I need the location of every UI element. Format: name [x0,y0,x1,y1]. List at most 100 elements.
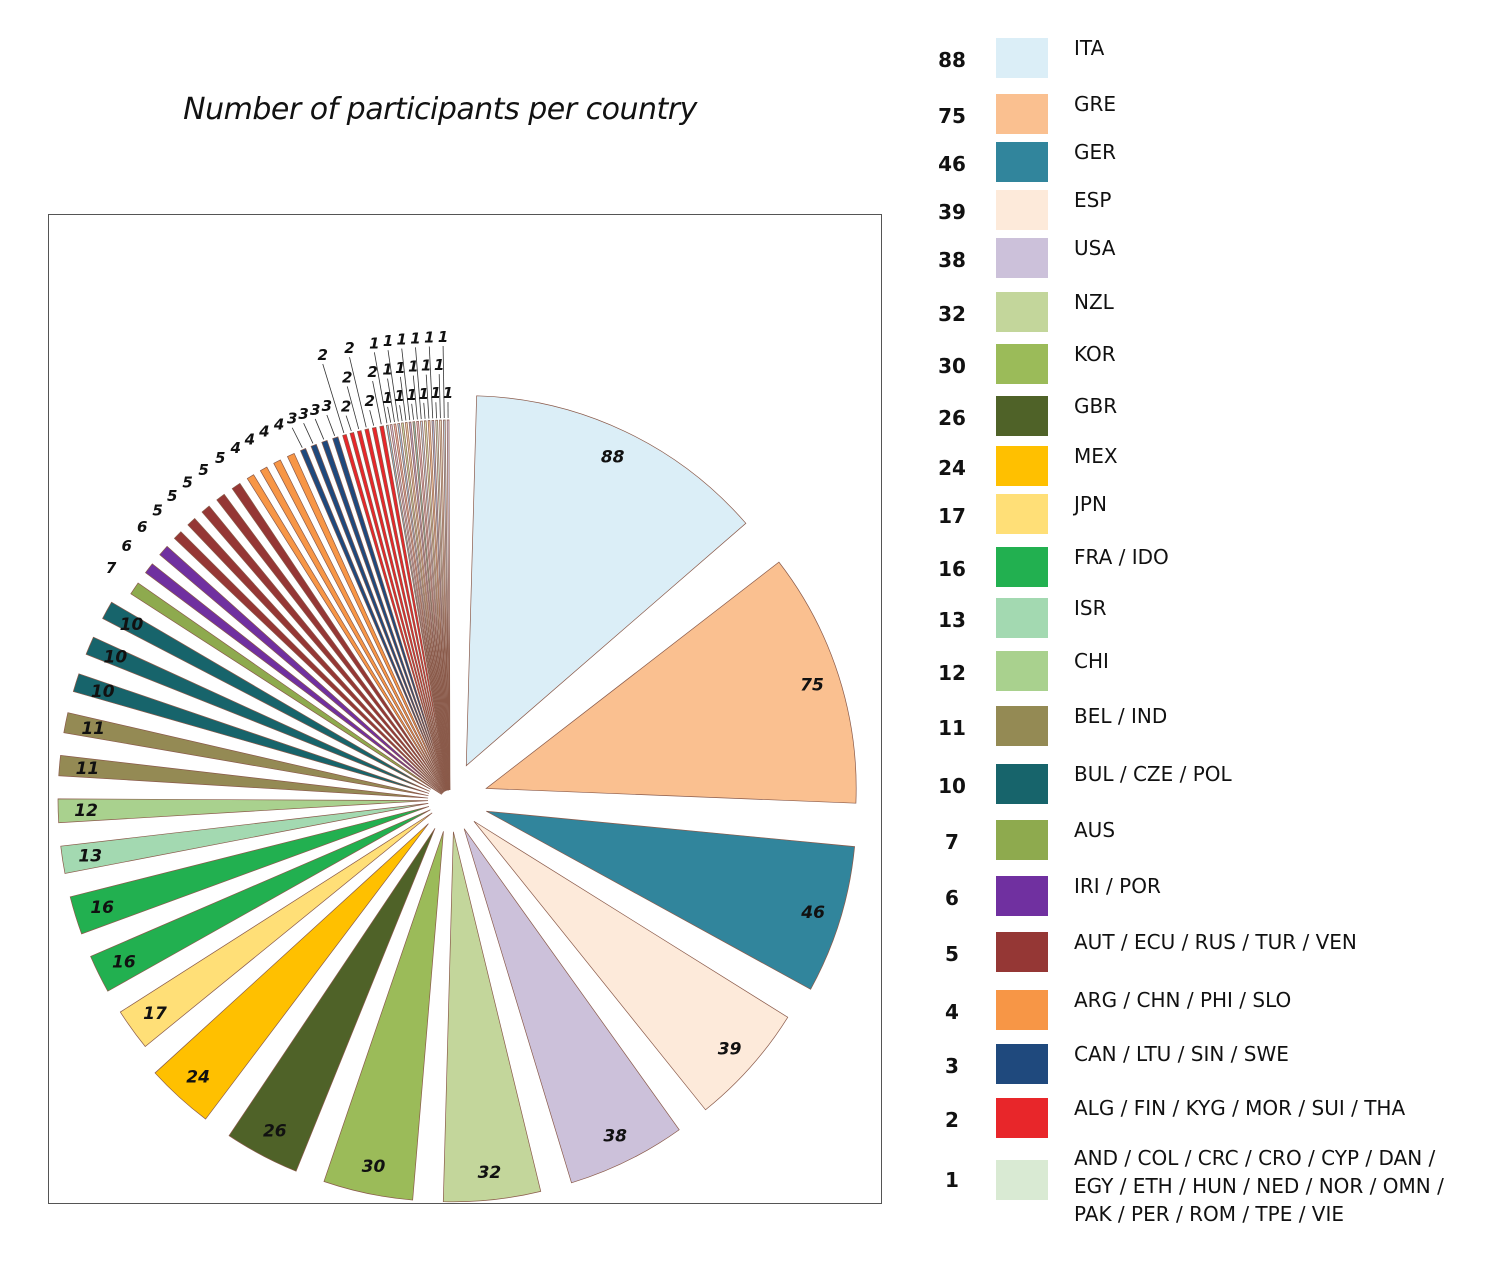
leader-line [346,386,360,430]
pie-slice [154,823,429,1120]
pie-slice [57,798,429,824]
slice-value-label: 1 [438,328,448,346]
pie-slice [332,436,448,791]
slice-value-label: 1 [410,329,420,347]
legend-label: CHI [1074,649,1109,673]
slice-value-label: 32 [478,1163,502,1183]
legend-swatch [996,38,1048,78]
slice-value-label: 1 [382,361,392,379]
slice-value-label: 1 [397,331,407,349]
slice-value-label: 3 [298,405,308,423]
legend-count: 30 [938,354,966,378]
slice-value-label: 2 [367,363,377,381]
pie-slice [463,828,680,1184]
legend-count: 24 [938,456,966,480]
slice-value-label: 10 [104,648,128,668]
pie-slice [173,531,444,794]
legend-label: ISR [1074,596,1107,620]
legend-swatch [996,547,1048,587]
leader-line [326,414,336,436]
slice-value-label: 1 [421,357,431,375]
slice-value-label: 5 [152,502,162,520]
leader-line [399,405,403,422]
legend-count: 88 [938,48,966,72]
slice-value-label: 4 [273,416,284,434]
pie-slice [102,601,431,790]
slice-value-label: 5 [198,461,208,479]
legend-swatch [996,651,1048,691]
pie-slice [286,452,447,792]
slice-value-label: 38 [603,1127,627,1147]
pie-slice [310,443,447,791]
slice-value-label: 3 [322,397,332,415]
legend-swatch [996,494,1048,534]
slice-value-label: 16 [112,953,136,973]
leader-line [401,348,411,421]
legend-swatch [996,94,1048,134]
leader-line [415,347,422,420]
slice-value-label: 17 [143,1004,167,1024]
slice-value-label: 26 [263,1121,287,1141]
legend-count: 26 [938,406,966,430]
pie-slice [401,422,450,791]
legend-label: FRA / IDO [1074,545,1169,569]
legend-swatch [996,1160,1048,1200]
legend-label: BEL / IND [1074,704,1168,728]
legend-count: 13 [938,608,966,632]
pie-slice [371,426,449,791]
slice-value-label: 1 [431,384,441,402]
pie-slice [439,419,451,791]
legend-swatch [996,292,1048,332]
leader-line [369,409,375,426]
legend-label: KOR [1074,342,1116,366]
legend-swatch [996,190,1048,230]
leader-line [373,352,388,424]
slice-value-label: 4 [258,423,269,441]
legend-label: ESP [1074,188,1112,212]
leader-line [387,350,399,422]
pie-slice [145,563,443,795]
slice-value-label: 7 [106,559,117,577]
pie-slice [431,419,450,791]
legend-count: 12 [938,661,966,685]
slice-value-label: 6 [137,518,147,536]
legend-label: MEX [1074,444,1118,468]
chart-title: Number of participants per country [183,92,697,127]
legend-count: 7 [945,830,959,854]
pie-slice [228,828,436,1172]
legend-count: 1 [945,1168,959,1192]
legend-label: AUT / ECU / RUS / TUR / VEN [1074,930,1357,954]
legend-count: 4 [945,1000,959,1024]
pie-slice [364,428,449,791]
pie-slice [427,420,450,791]
legend-count: 16 [938,557,966,581]
slice-value-label: 5 [215,449,225,467]
legend-label: ITA [1074,36,1105,60]
leader-line [314,418,325,440]
slice-value-label: 5 [182,474,192,492]
legend-swatch [996,1044,1048,1084]
slice-value-label: 1 [408,358,418,376]
pie-slice [416,420,450,791]
slice-value-label: 11 [81,719,105,739]
pie-slice [465,395,747,767]
leader-line [387,378,395,423]
legend-count: 46 [938,152,966,176]
legend-count: 5 [945,942,959,966]
slice-value-label: 16 [90,898,114,918]
pie-slice [58,754,429,799]
legend-label: ARG / CHN / PHI / SLO [1074,988,1292,1012]
pie-slice [473,820,789,1111]
pie-slice [90,809,431,992]
pie-slice [379,425,449,791]
legend-count: 11 [938,716,966,740]
leader-line [428,346,434,419]
legend-swatch [996,446,1048,486]
legend-swatch [996,706,1048,746]
legend-swatch [996,344,1048,384]
slice-value-label: 88 [601,448,625,468]
slice-value-label: 39 [718,1039,742,1059]
pie-slice [85,636,430,792]
legend-label: AND / COL / CRC / CRO / CYP / DAN / EGY … [1074,1146,1444,1226]
legend-label: GER [1074,140,1117,164]
